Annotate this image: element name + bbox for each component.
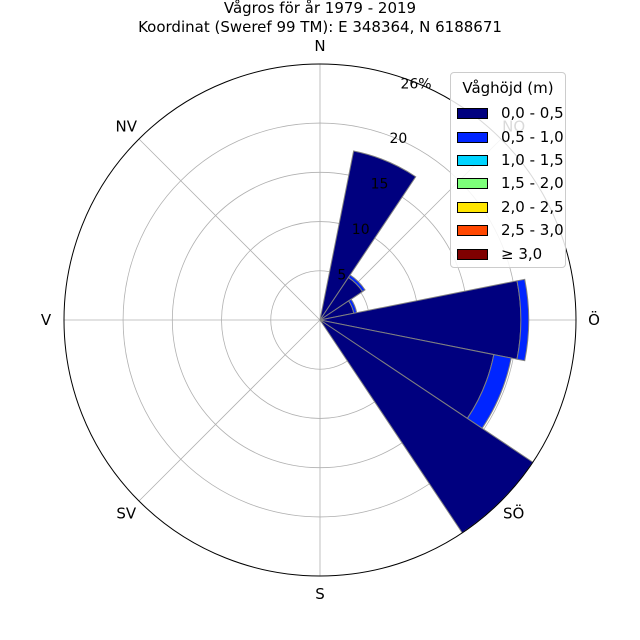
legend-label: 0,5 - 1,0 (501, 128, 564, 146)
radial-tick-label: 20 (389, 131, 407, 147)
wave-bar (347, 274, 366, 293)
legend-title: Våghöjd (m) (462, 79, 554, 97)
direction-label: SÖ (503, 504, 524, 523)
wave-bar (516, 278, 530, 362)
direction-label: SV (116, 505, 137, 523)
chart-title: Vågros för år 1979 - 2019 (223, 0, 417, 17)
chart-subtitle: Koordinat (Sweref 99 TM): E 348364, N 61… (138, 18, 502, 36)
legend-label: ≥ 3,0 (501, 245, 543, 263)
direction-label: Ö (588, 310, 600, 329)
direction-label: S (315, 585, 325, 603)
grid-spoke (138, 319, 321, 502)
radial-tick-label: 15 (371, 177, 389, 193)
legend-label: 0,0 - 0,5 (501, 104, 564, 122)
legend: Våghöjd (m) 0,0 - 0,5 0,5 - 1,0 1,0 - 1,… (450, 72, 566, 268)
direction-label: N (314, 37, 325, 55)
legend-label: 2,5 - 3,0 (501, 221, 564, 239)
radial-tick-label: 10 (352, 222, 370, 238)
direction-label: NV (116, 117, 138, 135)
radial-max-label: 26% (400, 77, 431, 93)
radial-tick-label: 5 (337, 268, 346, 284)
legend-swatch (457, 225, 488, 236)
polar-frame (63, 63, 577, 577)
legend-label: 1,5 - 2,0 (501, 174, 564, 192)
legend-swatch (457, 132, 488, 143)
direction-label: V (41, 311, 52, 329)
legend-label: 2,0 - 2,5 (501, 198, 564, 216)
grid-spoke (138, 138, 321, 321)
legend-swatch (457, 249, 488, 260)
legend-swatch (457, 202, 488, 213)
legend-swatch (457, 178, 488, 189)
legend-label: 1,0 - 1,5 (501, 151, 564, 169)
legend-swatch (457, 108, 488, 119)
legend-swatch (457, 155, 488, 166)
wave-bar (319, 150, 417, 321)
